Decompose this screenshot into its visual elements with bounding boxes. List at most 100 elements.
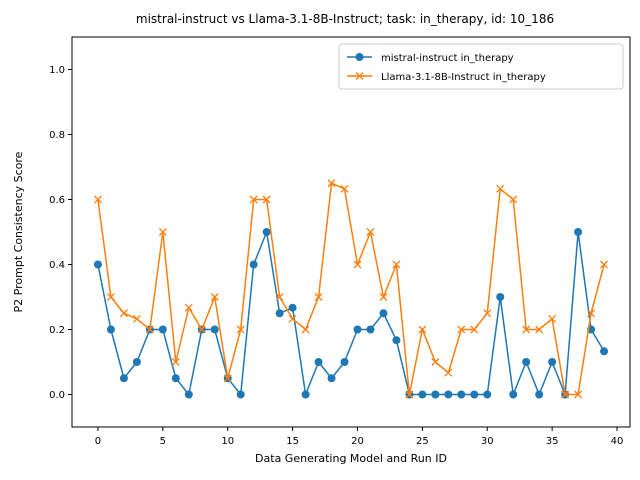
data-point xyxy=(444,390,453,399)
legend-marker xyxy=(355,53,364,61)
data-point xyxy=(301,390,310,399)
data-point xyxy=(379,309,388,318)
data-point xyxy=(535,325,544,334)
legend-box xyxy=(338,43,624,90)
data-point xyxy=(496,293,505,301)
data-point xyxy=(418,325,427,334)
data-point xyxy=(171,374,180,383)
data-point xyxy=(314,293,323,301)
data-point xyxy=(431,390,440,399)
legend-label: Llama-3.1-8B-Instruct in_therapy xyxy=(381,72,546,83)
data-point xyxy=(457,390,466,399)
data-point xyxy=(353,260,362,269)
data-point xyxy=(93,260,102,269)
legend-entry: mistral-instruct in_therapy xyxy=(347,53,514,64)
data-point xyxy=(210,293,219,301)
data-point xyxy=(301,325,310,334)
y-tick-label: 0.0 xyxy=(49,390,65,401)
legend-label: mistral-instruct in_therapy xyxy=(381,53,514,64)
data-point xyxy=(236,390,245,399)
data-point xyxy=(405,390,414,399)
y-tick-label: 0.8 xyxy=(49,130,65,141)
legend-marker xyxy=(355,72,364,80)
data-point xyxy=(249,260,258,269)
data-point xyxy=(314,358,323,366)
data-point xyxy=(431,358,440,366)
data-point xyxy=(509,195,518,204)
data-point xyxy=(119,374,128,383)
data-point xyxy=(119,309,128,318)
y-tick-label: 0.4 xyxy=(49,260,65,271)
data-point xyxy=(353,325,362,334)
data-point xyxy=(457,325,466,334)
data-point xyxy=(600,347,609,356)
data-point xyxy=(418,390,427,399)
data-point xyxy=(548,314,557,323)
data-point xyxy=(483,309,492,318)
data-point xyxy=(158,228,167,236)
data-point xyxy=(522,325,531,334)
data-point xyxy=(470,325,479,334)
data-point xyxy=(210,325,219,334)
data-point xyxy=(288,303,297,312)
x-axis-label: Data Generating Model and Run ID xyxy=(255,452,447,465)
data-point xyxy=(548,358,557,366)
x-tick-label: 0 xyxy=(95,436,101,447)
data-point xyxy=(249,195,258,204)
data-point xyxy=(275,309,284,318)
data-point xyxy=(223,374,232,383)
x-tick-label: 25 xyxy=(416,436,429,447)
data-point xyxy=(236,325,245,334)
data-point xyxy=(392,336,401,345)
data-point xyxy=(132,358,141,366)
data-point xyxy=(327,374,336,383)
data-point xyxy=(340,358,349,366)
x-tick-label: 30 xyxy=(481,436,494,447)
x-tick-label: 15 xyxy=(286,436,299,447)
y-tick-label: 1.0 xyxy=(49,65,65,76)
data-point xyxy=(444,368,453,377)
data-point xyxy=(340,184,349,193)
data-point xyxy=(106,293,115,301)
data-point xyxy=(275,293,284,301)
data-point xyxy=(470,390,479,399)
data-point xyxy=(574,228,583,236)
series-line xyxy=(97,182,605,396)
x-tick-label: 10 xyxy=(221,436,234,447)
data-point xyxy=(106,325,115,334)
data-point xyxy=(483,390,492,399)
data-point xyxy=(392,260,401,269)
data-point xyxy=(561,390,570,399)
y-tick-label: 0.2 xyxy=(49,325,65,336)
data-point xyxy=(509,390,518,399)
plot-area xyxy=(93,179,609,399)
data-point xyxy=(184,390,193,399)
x-tick-label: 40 xyxy=(611,436,624,447)
series-2 xyxy=(93,179,609,399)
chart-title: mistral-instruct vs Llama-3.1-8B-Instruc… xyxy=(136,12,554,26)
data-point xyxy=(600,260,609,269)
data-point xyxy=(184,303,193,312)
data-point xyxy=(522,358,531,366)
data-point xyxy=(366,228,375,236)
data-point xyxy=(288,314,297,323)
data-point xyxy=(574,390,583,399)
data-point xyxy=(132,314,141,323)
legend-entry: Llama-3.1-8B-Instruct in_therapy xyxy=(347,72,546,83)
x-tick-label: 20 xyxy=(351,436,364,447)
data-point xyxy=(262,195,271,204)
data-point xyxy=(366,325,375,334)
data-point xyxy=(587,309,596,318)
data-point xyxy=(496,184,505,193)
data-point xyxy=(171,358,180,366)
data-point xyxy=(145,325,154,334)
plot-frame xyxy=(71,36,631,428)
x-tick-label: 5 xyxy=(160,436,166,447)
data-point xyxy=(93,195,102,204)
legend: mistral-instruct in_therapy Llama-3.1-8B-… xyxy=(338,43,624,90)
y-axis-label: P2 Prompt Consistency Score xyxy=(12,151,25,312)
data-point xyxy=(262,228,271,236)
data-point xyxy=(535,390,544,399)
data-point xyxy=(379,293,388,301)
